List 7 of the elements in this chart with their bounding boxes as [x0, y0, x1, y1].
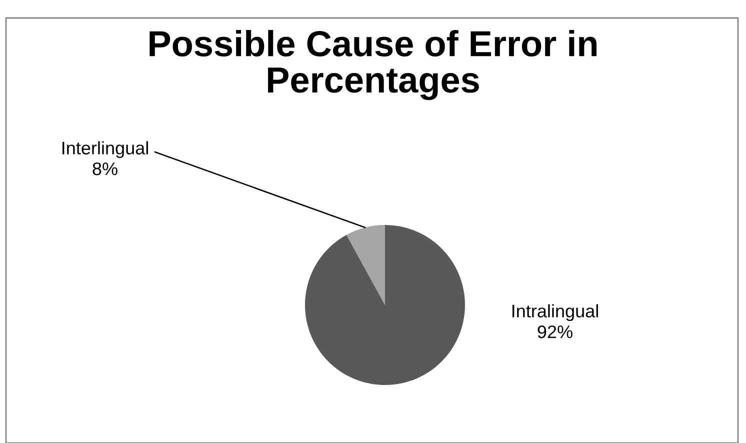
data-label: 92% [538, 325, 572, 338]
pie-slice [305, 225, 465, 385]
slice-label: Interlingual [62, 141, 148, 158]
pie-slice [346, 225, 385, 305]
chart-title: Possible Cause of Error in Percentages [150, 30, 597, 100]
data-label: 8% [92, 162, 118, 176]
slice-label: Intralingual [512, 304, 598, 322]
